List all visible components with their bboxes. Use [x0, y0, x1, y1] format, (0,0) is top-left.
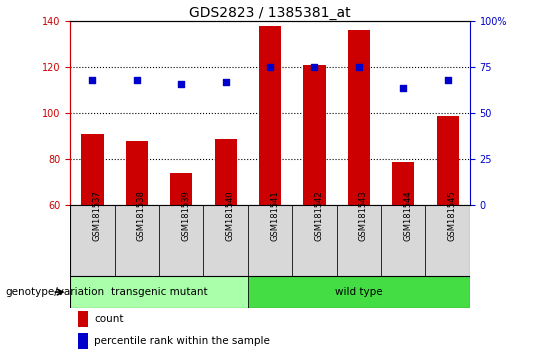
Text: GSM181537: GSM181537: [92, 190, 102, 241]
Point: [354, 64, 363, 70]
Text: transgenic mutant: transgenic mutant: [111, 287, 207, 297]
Bar: [170, 173, 192, 205]
Bar: [248, 276, 470, 308]
Bar: [214, 139, 237, 205]
Bar: [248, 205, 292, 276]
Bar: [381, 205, 426, 276]
Point: [177, 81, 186, 87]
Point: [310, 64, 319, 70]
Bar: [426, 205, 470, 276]
Point: [88, 77, 97, 83]
Bar: [436, 115, 458, 205]
Bar: [82, 134, 104, 205]
Point: [132, 77, 141, 83]
Point: [443, 77, 452, 83]
Bar: [70, 205, 114, 276]
Title: GDS2823 / 1385381_at: GDS2823 / 1385381_at: [189, 6, 351, 20]
Bar: [336, 205, 381, 276]
Bar: [204, 205, 248, 276]
Text: GSM181542: GSM181542: [314, 190, 323, 241]
Bar: [159, 205, 204, 276]
Text: count: count: [94, 314, 124, 325]
Bar: [70, 276, 248, 308]
Text: GSM181538: GSM181538: [137, 190, 146, 241]
Bar: [78, 333, 88, 349]
Text: GSM181543: GSM181543: [359, 190, 368, 241]
Text: GSM181544: GSM181544: [403, 190, 412, 241]
Point: [221, 79, 230, 85]
Bar: [392, 162, 414, 205]
Text: GSM181540: GSM181540: [226, 190, 234, 241]
Bar: [292, 205, 336, 276]
Bar: [78, 311, 88, 327]
Bar: [348, 30, 370, 205]
Text: wild type: wild type: [335, 287, 383, 297]
Bar: [114, 205, 159, 276]
Bar: [303, 65, 326, 205]
Text: percentile rank within the sample: percentile rank within the sample: [94, 336, 270, 346]
Bar: [126, 141, 148, 205]
Text: GSM181539: GSM181539: [181, 190, 190, 241]
Text: GSM181541: GSM181541: [270, 190, 279, 241]
Point: [399, 85, 408, 90]
Text: GSM181545: GSM181545: [448, 190, 457, 241]
Bar: [259, 26, 281, 205]
Text: genotype/variation: genotype/variation: [5, 287, 105, 297]
Point: [266, 64, 274, 70]
